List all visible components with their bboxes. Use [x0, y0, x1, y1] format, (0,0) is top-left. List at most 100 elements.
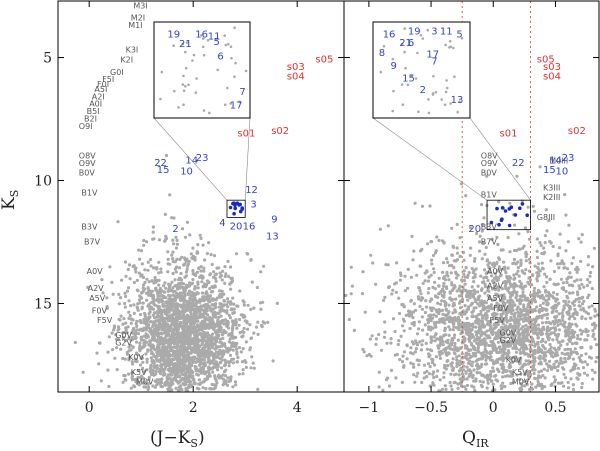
cloud-point [195, 360, 199, 364]
cloud-point [210, 303, 214, 307]
cloud-point [396, 342, 400, 347]
cloud-point [545, 229, 549, 233]
cloud-point [537, 374, 541, 378]
cloud-point [535, 277, 539, 281]
cloud-point [123, 260, 127, 264]
cloud-point [552, 375, 556, 379]
cloud-point [183, 337, 187, 341]
cloud-point [528, 261, 532, 265]
cloud-point [175, 345, 179, 350]
cloud-point [494, 378, 498, 382]
zoom-box [226, 199, 246, 218]
cloud-point [361, 347, 365, 351]
spectral-type-label: K5V [131, 368, 147, 377]
cloud-point [472, 347, 477, 351]
cloud-point [517, 274, 521, 278]
inset-source-label: 6 [408, 38, 414, 49]
cloud-point [115, 346, 119, 350]
cloud-point [157, 297, 161, 301]
cloud-point [592, 246, 597, 250]
cloud-point [553, 328, 558, 332]
source-number-label: 16 [243, 222, 256, 233]
cloud-point [214, 315, 218, 319]
cloud-point [162, 359, 166, 363]
cloud-point [497, 256, 501, 260]
cloud-point [445, 346, 449, 350]
cloud-point [97, 362, 101, 366]
spectral-type-label: F0I [97, 80, 109, 89]
cloud-point [460, 297, 465, 301]
cloud-point [174, 323, 178, 327]
cloud-point [430, 339, 434, 343]
cloud-point [415, 273, 419, 277]
inset-point [421, 37, 425, 40]
cloud-point [221, 383, 225, 387]
cloud-point [449, 372, 453, 376]
cloud-point [431, 285, 435, 289]
inset-point [392, 89, 395, 93]
cloud-point [539, 362, 543, 366]
cloud-point [487, 343, 491, 348]
cloud-point [191, 246, 195, 250]
cloud-point [431, 372, 435, 376]
cloud-point [527, 359, 531, 363]
cloud-point [229, 308, 233, 312]
cloud-point [118, 318, 122, 322]
spectral-type-label: G8III [537, 213, 555, 222]
cloud-point [546, 290, 551, 294]
cloud-point [482, 276, 486, 280]
cloud-point [405, 357, 409, 361]
cloud-point [564, 289, 568, 294]
cloud-point [455, 258, 460, 262]
cloud-point [184, 270, 189, 274]
cloud-point [394, 376, 398, 380]
cloud-point [568, 356, 572, 360]
cloud-point [542, 285, 546, 289]
cloud-point [427, 372, 431, 376]
spectral-type-label: B7V [481, 238, 498, 247]
cloud-point [471, 309, 475, 313]
cloud-point [225, 383, 229, 387]
cloud-point [162, 294, 166, 298]
cloud-point [199, 371, 203, 375]
cloud-point [470, 285, 474, 289]
cloud-point [219, 341, 223, 345]
cloud-point [415, 332, 420, 336]
cloud-point [476, 358, 480, 362]
inset-point [445, 79, 448, 82]
cloud-point [196, 300, 200, 304]
spectral-type-label: F5V [490, 316, 506, 325]
cloud-point [208, 272, 213, 276]
inset-point [404, 66, 407, 70]
cloud-point [137, 271, 142, 275]
spectral-type-label: B3V [81, 223, 98, 232]
cloud-point [567, 322, 571, 326]
cloud-point [121, 356, 125, 361]
cloud-point [565, 294, 569, 298]
cloud-point [217, 376, 221, 380]
cloud-point [501, 375, 505, 379]
cloud-point [261, 320, 265, 324]
cloud-point [203, 258, 207, 262]
inset-point [229, 102, 232, 105]
cloud-point [205, 370, 209, 374]
cloud-point [228, 301, 232, 305]
cloud-point [591, 334, 595, 338]
cloud-point [174, 327, 178, 331]
cloud-point [387, 384, 391, 388]
cloud-point [125, 352, 129, 356]
source-number-label: 15 [543, 165, 556, 176]
cloud-point [173, 376, 177, 380]
cloud-point [429, 240, 433, 244]
cloud-point [495, 260, 499, 264]
cloud-point [479, 333, 483, 337]
cloud-point [248, 346, 252, 350]
cloud-point [459, 367, 463, 372]
cloud-point [450, 253, 454, 257]
cloud-point [481, 351, 485, 355]
cloud-point [201, 346, 205, 350]
cloud-point [146, 268, 150, 272]
cloud-point [587, 305, 591, 309]
cloud-point [552, 307, 556, 311]
cloud-point [409, 298, 413, 303]
